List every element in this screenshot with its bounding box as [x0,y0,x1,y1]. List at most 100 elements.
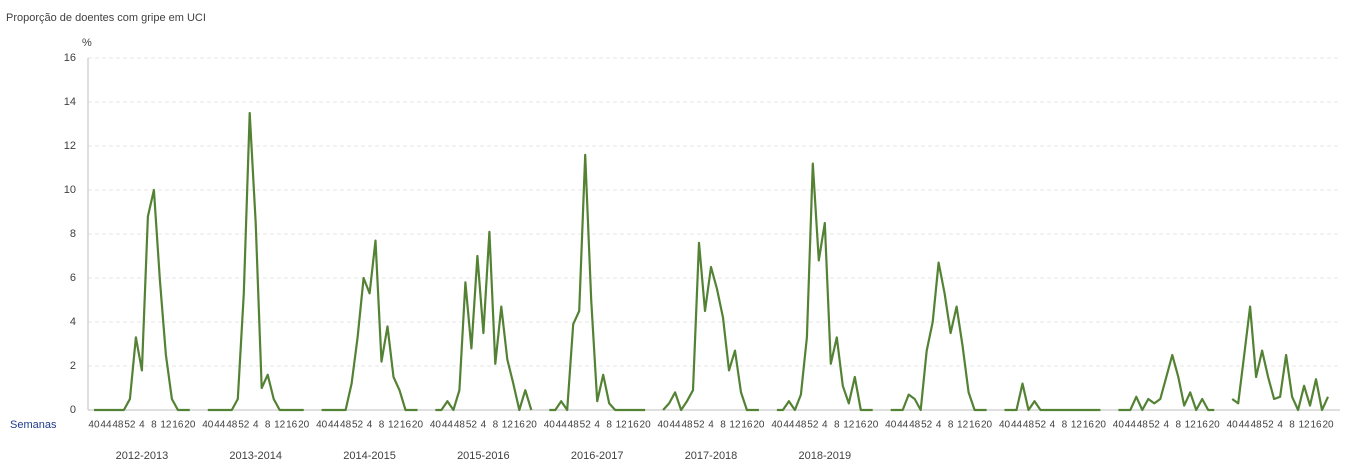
x-tick-label: 16 [855,420,867,431]
x-tick-label: 52 [466,420,478,431]
line [662,241,759,412]
x-tick-label: 16 [286,420,298,431]
x-tick-label: 4 [1277,420,1283,431]
y-tick-label: 0 [70,404,76,416]
x-tick-label: 12 [1071,420,1083,431]
season-label: 2018-2019 [799,450,852,462]
x-tick-label: 12 [160,420,172,431]
y-unit: % [82,37,92,49]
x-tick-label: 12 [388,420,400,431]
x-tick-label: 52 [1263,420,1275,431]
x-tick-label: 40 [430,420,442,431]
x-tick-label: 12 [1185,420,1197,431]
x-tick-label: 16 [969,420,981,431]
x-tick-label: 44 [897,420,909,431]
x-tick-label: 12 [957,420,969,431]
y-tick-label: 2 [70,360,76,372]
x-tick-label: 52 [1149,420,1161,431]
line [890,261,987,412]
x-tick-label: 44 [1125,420,1137,431]
line [776,162,873,412]
x-tick-label: 52 [1035,420,1047,431]
x-tick-label: 16 [514,420,526,431]
x-tick-label: 44 [442,420,454,431]
x-tick-label: 16 [1310,420,1322,431]
x-tick-label: 20 [867,420,879,431]
x-tick-label: 16 [1083,420,1095,431]
x-tick-label: 40 [316,420,328,431]
y-tick-label: 12 [64,140,76,152]
x-tick-label: 4 [1050,420,1056,431]
x-tick-label: 20 [412,420,424,431]
x-tick-label: 8 [1289,420,1295,431]
x-tick-label: 44 [328,420,340,431]
x-tick-label: 20 [1209,420,1221,431]
x-tick-label: 52 [807,420,819,431]
x-axis-label: Semanas [10,419,57,431]
x-tick-label: 8 [720,420,726,431]
chart-title: Proporção de doentes com gripe em UCI [6,12,206,24]
line [1118,353,1215,412]
x-tick-label: 40 [88,420,100,431]
x-tick-label: 4 [139,420,145,431]
x-tick-label: 48 [112,420,124,431]
x-tick-label: 20 [1095,420,1107,431]
x-tick-label: 4 [822,420,828,431]
x-tick-label: 12 [616,420,628,431]
x-tick-label: 40 [1113,420,1125,431]
x-tick-label: 12 [843,420,855,431]
x-tick-label: 8 [1062,420,1068,431]
x-tick-label: 48 [1023,420,1035,431]
x-tick-label: 12 [274,420,286,431]
x-tick-label: 44 [669,420,681,431]
y-tick-label: 8 [70,228,76,240]
line [94,188,190,412]
x-tick-label: 48 [1137,420,1149,431]
x-tick-label: 48 [909,420,921,431]
x-tick-label: 48 [340,420,352,431]
x-tick-label: 20 [753,420,765,431]
x-tick-label: 20 [184,420,196,431]
x-tick-label: 44 [556,420,568,431]
x-tick-label: 8 [1175,420,1181,431]
x-tick-label: 52 [352,420,364,431]
x-tick-label: 12 [729,420,741,431]
line [321,239,418,412]
line [435,230,533,412]
x-tick-label: 40 [544,420,556,431]
x-tick-label: 48 [795,420,807,431]
x-tick-label: 40 [999,420,1011,431]
x-tick-label: 52 [921,420,933,431]
x-tick-label: 16 [1197,420,1209,431]
x-tick-label: 4 [594,420,600,431]
line [549,153,646,412]
x-tick-label: 20 [640,420,652,431]
x-tick-label: 20 [298,420,310,431]
season-label: 2017-2018 [685,450,738,462]
season-label: 2013-2014 [229,450,282,462]
x-tick-label: 44 [783,420,795,431]
x-tick-label: 4 [936,420,942,431]
x-tick-label: 44 [100,420,112,431]
x-tick-label: 40 [771,420,783,431]
x-tick-label: 12 [502,420,514,431]
y-tick-label: 6 [70,272,76,284]
x-tick-label: 12 [1298,420,1310,431]
x-tick-label: 4 [1163,420,1169,431]
x-tick-label: 8 [948,420,954,431]
season-label: 2015-2016 [457,450,510,462]
x-tick-label: 40 [885,420,897,431]
x-tick-label: 52 [693,420,705,431]
line [1231,305,1330,412]
x-tick-label: 8 [265,420,271,431]
y-tick-label: 16 [64,52,76,64]
x-tick-label: 48 [1251,420,1263,431]
x-tick-label: 4 [708,420,714,431]
x-tick-label: 4 [367,420,373,431]
line [1004,382,1101,412]
x-tick-label: 20 [526,420,538,431]
x-tick-label: 16 [172,420,184,431]
x-tick-label: 44 [214,420,226,431]
x-tick-label: 48 [568,420,580,431]
